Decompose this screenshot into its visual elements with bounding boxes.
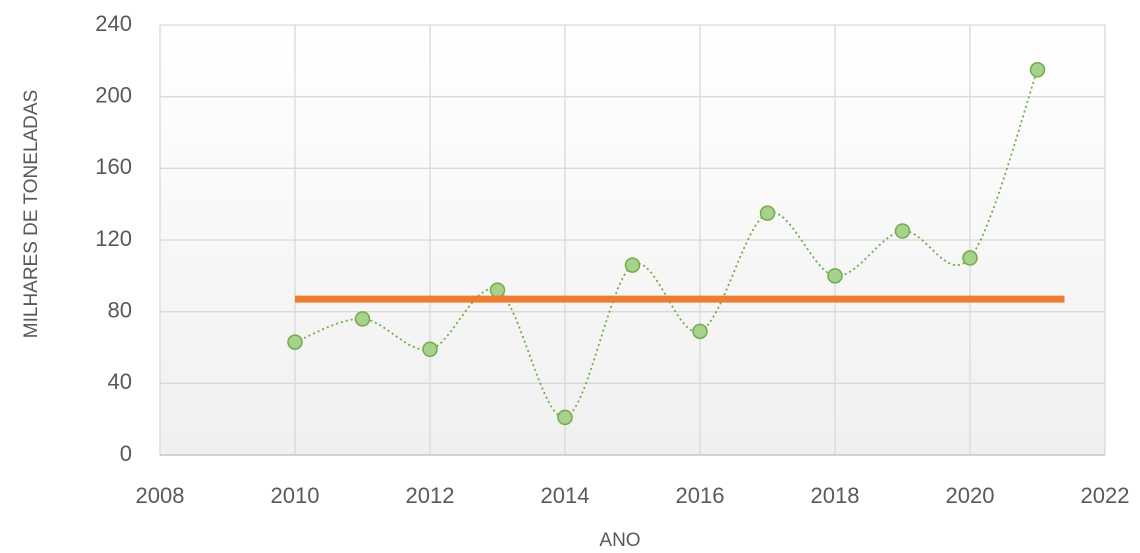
x-tick-label: 2014 [541,483,590,508]
data-point [422,341,438,358]
data-point [692,323,708,340]
data-point [557,409,573,426]
x-tick-label: 2018 [811,483,860,508]
y-tick-label: 200 [95,82,132,107]
data-point [759,205,776,221]
data-point [287,334,303,350]
x-axis-title: ANO [599,530,640,551]
data-point [894,223,911,239]
data-point [1029,62,1046,78]
data-point [354,311,371,327]
y-tick-label: 120 [95,226,132,251]
x-tick-label: 2008 [136,483,185,508]
y-tick-label: 80 [108,297,132,322]
x-tick-label: 2020 [946,483,995,508]
data-point [962,250,978,266]
y-tick-label: 240 [95,11,132,36]
y-tick-label: 0 [120,441,132,466]
x-tick-label: 2016 [676,483,725,508]
data-point [827,268,843,284]
y-tick-label: 160 [95,154,132,179]
x-tick-label: 2012 [406,483,455,508]
y-tick-label: 40 [108,369,132,394]
y-axis-title: MILHARES DE TONELADAS [21,90,42,338]
x-tick-label: 2022 [1081,483,1130,508]
x-tick-label: 2010 [271,483,320,508]
data-point [489,282,506,298]
data-point [624,257,641,273]
